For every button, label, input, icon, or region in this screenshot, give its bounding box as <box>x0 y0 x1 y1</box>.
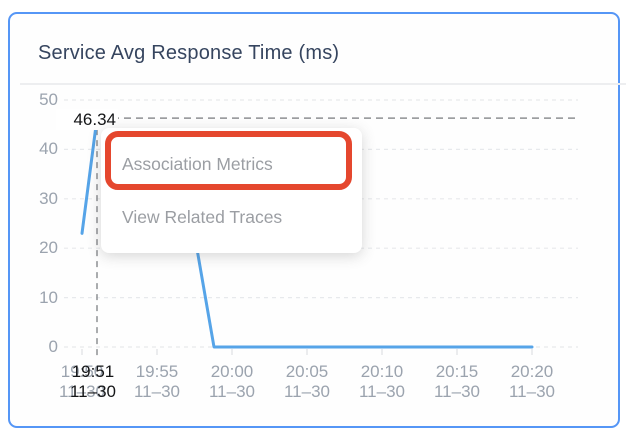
x-axis-label-time: 20:00 <box>210 362 254 381</box>
x-axis-label-time: 20:15 <box>435 362 479 381</box>
x-axis-label-time: 20:10 <box>360 362 404 381</box>
x-axis-label-date: 11–30 <box>208 382 255 401</box>
chart-context-menu: Association Metrics View Related Traces <box>101 128 362 253</box>
x-axis-label-time: 19:50 <box>60 362 104 381</box>
card-title: Service Avg Response Time (ms) <box>38 42 340 64</box>
x-axis-label-20:20: 20:20 11–30 <box>487 362 577 402</box>
x-axis-label-date: 11–30 <box>133 382 180 401</box>
y-axis-label-40: 40 <box>39 139 58 159</box>
axis-pointer-date: 11–30 <box>69 382 116 401</box>
x-axis-label-19:55: 19:55 11–30 <box>112 362 202 402</box>
menu-item-association-metrics[interactable]: Association Metrics <box>122 154 273 174</box>
card-header-divider <box>20 83 626 85</box>
x-axis-label-time: 20:05 <box>285 362 329 381</box>
y-axis-label-10: 10 <box>39 287 58 307</box>
x-axis-label-time: 19:55 <box>135 362 179 381</box>
axis-pointer-label: 19:51 11–30 <box>48 362 138 402</box>
tooltip-value-label: 46.34 <box>56 109 118 130</box>
x-axis-label-date: 11–30 <box>433 382 480 401</box>
menu-item-view-related-traces[interactable]: View Related Traces <box>122 207 283 227</box>
x-axis-label-date: 11–30 <box>58 382 105 401</box>
y-axis-label-20: 20 <box>39 238 58 258</box>
x-axis-label-20:15: 20:15 11–30 <box>412 362 502 402</box>
y-axis-label-0: 0 <box>48 337 58 356</box>
x-axis-label-19:50: 19:50 11–30 <box>37 362 127 402</box>
x-axis-label-date: 11–30 <box>358 382 405 401</box>
x-axis-label-date: 11–30 <box>283 382 330 401</box>
x-axis-label-date: 11–30 <box>508 382 555 401</box>
x-axis-label-20:05: 20:05 11–30 <box>262 362 352 402</box>
x-axis-label-20:00: 20:00 11–30 <box>187 362 277 402</box>
axis-pointer-time: 19:51 <box>71 362 115 381</box>
x-axis-label-time: 20:20 <box>510 362 554 381</box>
y-axis-label-30: 30 <box>39 188 58 208</box>
y-axis-label-50: 50 <box>39 90 58 109</box>
x-axis-label-20:10: 20:10 11–30 <box>337 362 427 402</box>
